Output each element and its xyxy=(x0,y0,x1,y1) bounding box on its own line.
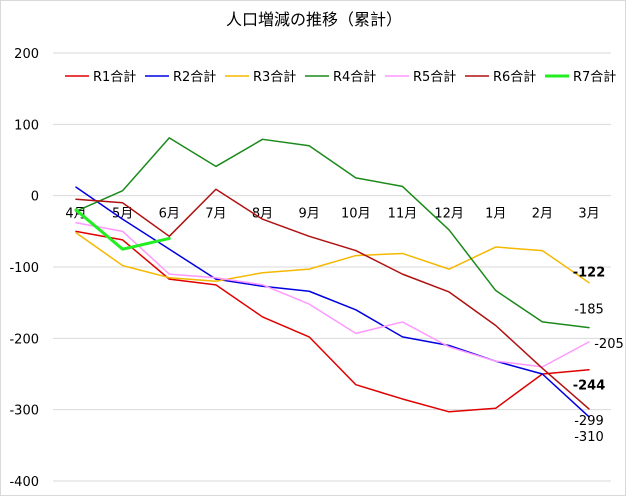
legend-label-1: R1合計 xyxy=(93,69,136,85)
legend-label-2: R2合計 xyxy=(173,69,216,85)
x-tick-label: 4月 xyxy=(65,207,86,222)
x-tick-label: 5月 xyxy=(112,207,133,222)
y-tick-label: -400 xyxy=(9,475,39,490)
legend: R1合計 R2合計 R3合計 R4合計 R5合計 R6合計 R7合計 xyxy=(65,69,616,85)
x-axis: 4月 5月 6月 7月 8月 9月 10月 11月 12月 1月 2月 3月 xyxy=(65,207,599,222)
x-tick-label: 6月 xyxy=(159,207,180,222)
end-label: -310 xyxy=(574,430,604,445)
legend-label-3: R3合計 xyxy=(253,69,296,85)
x-tick-label: 3月 xyxy=(578,207,599,222)
series-line-2 xyxy=(75,186,590,418)
end-label: -244 xyxy=(573,379,606,394)
series-line-6 xyxy=(75,188,590,410)
series-group xyxy=(74,137,590,418)
legend-label-7: R7合計 xyxy=(573,69,616,85)
grid xyxy=(53,52,611,482)
chart-title: 人口増減の推移（累計） xyxy=(226,10,402,29)
x-tick-label: 10月 xyxy=(341,207,371,222)
legend-label-4: R4合計 xyxy=(333,69,376,85)
series-line-4 xyxy=(75,137,590,329)
x-tick-label: 7月 xyxy=(205,207,226,222)
x-tick-label: 2月 xyxy=(532,207,553,222)
legend-label-5: R5合計 xyxy=(413,69,456,85)
y-axis: 200 100 0 -100 -200 -300 -400 xyxy=(9,47,39,490)
series-line-3 xyxy=(75,232,590,284)
end-label: -122 xyxy=(573,266,606,281)
end-label: -185 xyxy=(574,303,604,318)
y-tick-label: -200 xyxy=(9,332,39,347)
end-label: -205 xyxy=(594,337,624,352)
x-tick-label: 1月 xyxy=(485,207,506,222)
x-tick-label: 11月 xyxy=(388,207,418,222)
y-tick-label: 100 xyxy=(14,118,39,133)
series-line-1 xyxy=(75,230,590,413)
y-tick-label: 200 xyxy=(14,47,39,62)
series-line-7 xyxy=(74,208,171,251)
end-labels: -122 -185 -205 -244 -299-310 xyxy=(573,266,624,445)
x-tick-label: 8月 xyxy=(252,207,273,222)
y-tick-label: -300 xyxy=(9,404,39,419)
y-tick-label: 0 xyxy=(31,190,39,205)
legend-label-6: R6合計 xyxy=(493,69,536,85)
y-tick-label: -100 xyxy=(9,261,39,276)
series-line-5 xyxy=(75,222,590,368)
x-tick-label: 12月 xyxy=(434,207,464,222)
x-tick-label: 9月 xyxy=(299,207,320,222)
end-label: -299 xyxy=(574,414,604,429)
